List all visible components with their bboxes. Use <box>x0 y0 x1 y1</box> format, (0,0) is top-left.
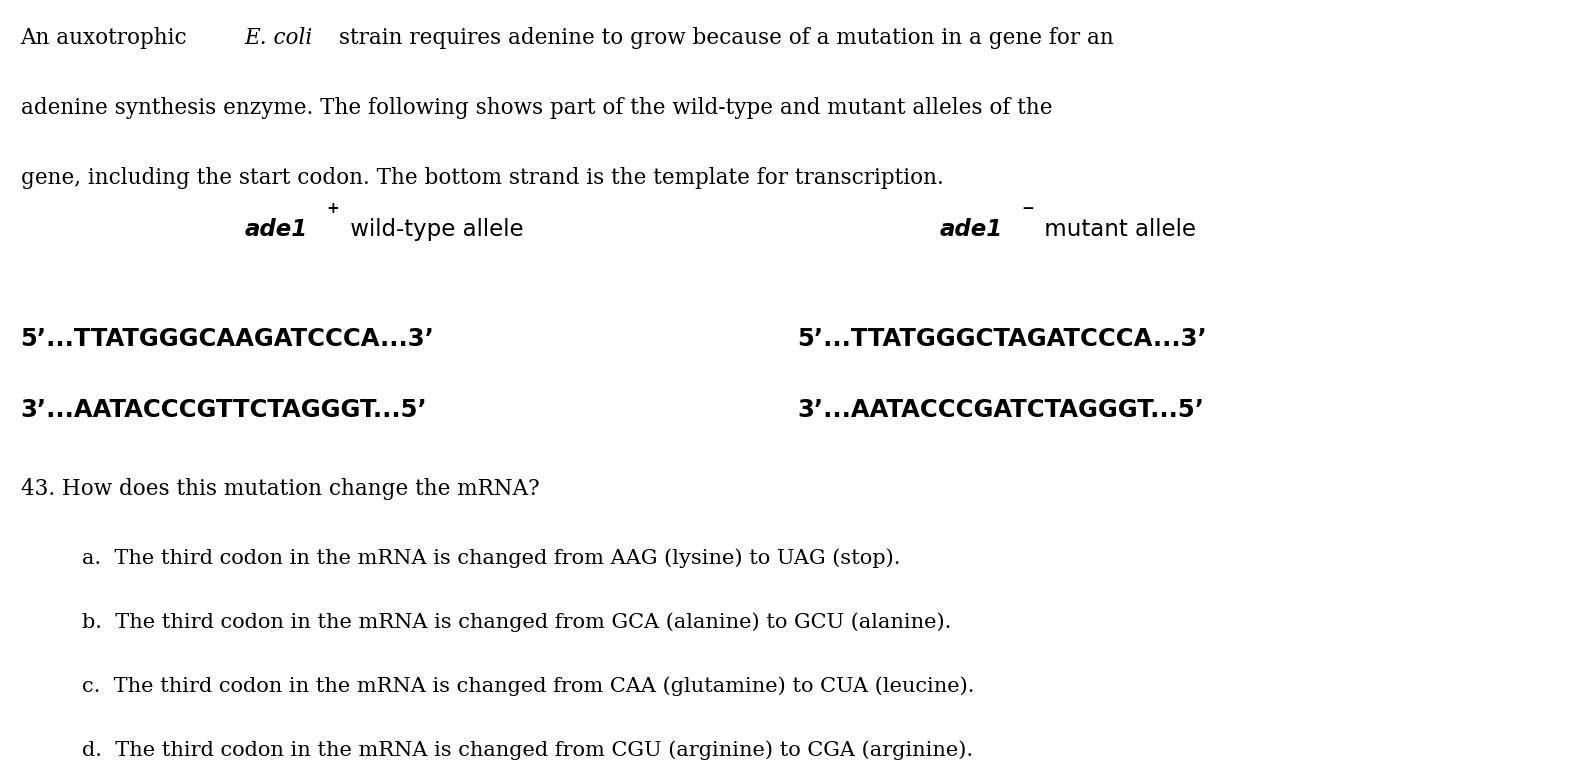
Text: adenine synthesis enzyme. The following shows part of the wild-type and mutant a: adenine synthesis enzyme. The following … <box>21 97 1052 119</box>
Text: +: + <box>327 201 339 216</box>
Text: An auxotrophic: An auxotrophic <box>21 27 194 49</box>
Text: b.  The third codon in the mRNA is changed from GCA (alanine) to GCU (alanine).: b. The third codon in the mRNA is change… <box>82 612 952 632</box>
Text: ade1: ade1 <box>940 218 1003 241</box>
Text: −: − <box>1022 201 1034 216</box>
Text: wild-type allele: wild-type allele <box>343 218 523 241</box>
Text: a.  The third codon in the mRNA is changed from AAG (lysine) to UAG (stop).: a. The third codon in the mRNA is change… <box>82 548 900 568</box>
Text: d.  The third codon in the mRNA is changed from CGU (arginine) to CGA (arginine): d. The third codon in the mRNA is change… <box>82 740 973 759</box>
Text: 3’...AATACCCGATCTAGGGT...5’: 3’...AATACCCGATCTAGGGT...5’ <box>797 398 1205 422</box>
Text: ade1: ade1 <box>245 218 308 241</box>
Text: strain requires adenine to grow because of a mutation in a gene for an: strain requires adenine to grow because … <box>333 27 1115 49</box>
Text: 43. How does this mutation change the mRNA?: 43. How does this mutation change the mR… <box>21 478 538 500</box>
Text: 5’...TTATGGGCTAGATCCCA...3’: 5’...TTATGGGCTAGATCCCA...3’ <box>797 327 1206 351</box>
Text: c.  The third codon in the mRNA is changed from CAA (glutamine) to CUA (leucine): c. The third codon in the mRNA is change… <box>82 676 974 696</box>
Text: 5’...TTATGGGCAAGATCCCA...3’: 5’...TTATGGGCAAGATCCCA...3’ <box>21 327 434 351</box>
Text: gene, including the start codon. The bottom strand is the template for transcrip: gene, including the start codon. The bot… <box>21 167 943 189</box>
Text: 3’...AATACCCGTTCTAGGGT...5’: 3’...AATACCCGTTCTAGGGT...5’ <box>21 398 428 422</box>
Text: mutant allele: mutant allele <box>1037 218 1197 241</box>
Text: E. coli: E. coli <box>245 27 313 49</box>
